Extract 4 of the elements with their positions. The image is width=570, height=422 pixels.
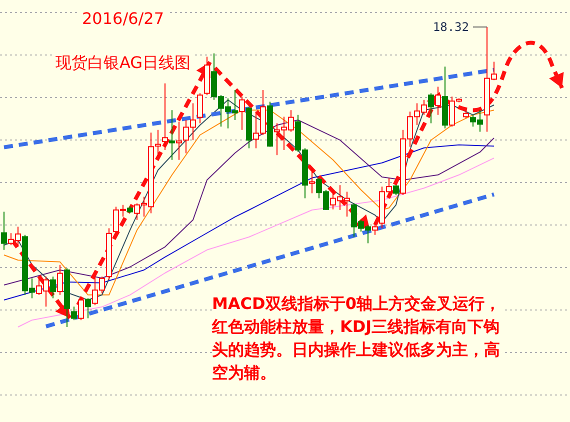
annotation: 18.32 <box>432 20 469 34</box>
text: 现货白银AG日线图 <box>52 52 194 74</box>
chart-title: 2016/6/27 <box>78 8 168 30</box>
annotation: MACD双线指标于0轴上方交金叉运行，红色动能柱放量，KDJ三线指标有向下钩头的趋势。日内操作上建议低多为主，高空为辅。 <box>212 292 502 384</box>
